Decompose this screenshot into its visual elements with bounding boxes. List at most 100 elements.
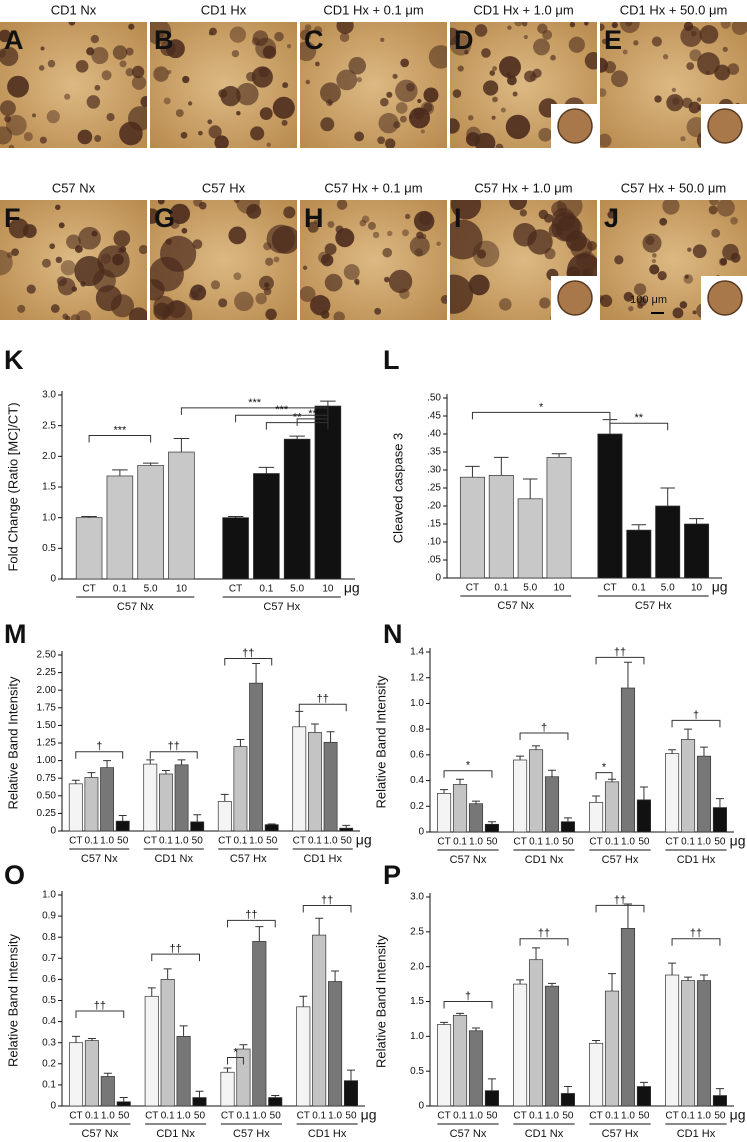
- cell-colony: [307, 221, 319, 233]
- cell-colony: [692, 310, 697, 315]
- cell-colony: [633, 283, 647, 296]
- error-bar: [258, 466, 275, 474]
- micrograph-caption: C57 Hx + 1.0 μm: [474, 180, 572, 195]
- significance-label: ††: [690, 928, 702, 940]
- bar: [115, 820, 130, 832]
- bar: [560, 1093, 575, 1107]
- inset-colony: [557, 108, 593, 144]
- cell-colony: [251, 37, 260, 46]
- error-bar: [563, 1085, 572, 1094]
- error-bar: [699, 746, 709, 757]
- x-tick-label: 0.1: [312, 1111, 326, 1122]
- unit-label: μg: [356, 832, 372, 848]
- cell-colony: [54, 204, 61, 211]
- cell-colony: [150, 208, 160, 224]
- cell-colony: [672, 307, 684, 319]
- error-bar: [193, 814, 202, 822]
- cell-colony: [302, 265, 308, 270]
- error-bar: [271, 1094, 280, 1098]
- x-tick-label: 0.1: [113, 584, 127, 595]
- cell-colony: [281, 119, 288, 126]
- significance-bracket: [227, 919, 276, 928]
- significance-bracket: [296, 418, 329, 426]
- cell-colony: [499, 298, 512, 311]
- cell-colony: [386, 91, 393, 98]
- cell-colony: [300, 29, 311, 41]
- cell-colony: [489, 70, 496, 76]
- cell-colony: [633, 40, 639, 46]
- cell-colony: [339, 32, 350, 43]
- significance-label: ***: [248, 397, 262, 409]
- cell-colony: [377, 136, 385, 145]
- cell-colony: [539, 297, 551, 309]
- significance-bracket: [302, 905, 352, 913]
- significance-bracket: [595, 772, 613, 780]
- error-bar: [87, 772, 96, 778]
- error-bar: [683, 976, 693, 981]
- group-label: C57 Hx: [602, 854, 639, 866]
- significance-bracket: [151, 953, 200, 962]
- y-tick-label: 0.6: [42, 974, 56, 985]
- micrograph-caption: CD1 Nx: [51, 2, 97, 17]
- error-bar: [326, 731, 335, 743]
- cell-colony: [112, 253, 124, 266]
- cell-colony: [32, 113, 37, 118]
- bar: [292, 726, 307, 832]
- cell-colony: [611, 70, 628, 88]
- cell-colony: [0, 48, 7, 58]
- cell-colony: [380, 97, 389, 107]
- y-tick-label: 1.00: [37, 755, 57, 766]
- cell-colony: [167, 70, 172, 75]
- cell-colony: [413, 210, 435, 232]
- cell-colony: [683, 274, 694, 284]
- cell-colony: [705, 70, 710, 75]
- cell-colony: [450, 274, 474, 314]
- inset-colony: [707, 108, 743, 144]
- cell-colony: [313, 26, 323, 35]
- cell-colony: [162, 300, 193, 320]
- x-tick-label: 1.0: [328, 1111, 342, 1122]
- x-tick-label: 1.0: [545, 837, 559, 848]
- cell-colony: [384, 138, 396, 148]
- error-bar: [551, 453, 567, 458]
- cell-colony: [399, 115, 407, 123]
- significance-bracket: [519, 938, 569, 946]
- cell-colony: [731, 22, 747, 36]
- cell-colony: [684, 274, 689, 279]
- cell-colony: [246, 71, 256, 82]
- bar: [168, 451, 195, 580]
- error-bar: [563, 817, 572, 822]
- cell-colony: [718, 257, 728, 267]
- cell-colony: [150, 256, 184, 292]
- cell-colony: [538, 127, 553, 142]
- significance-bracket: [595, 904, 645, 913]
- bar: [159, 773, 173, 832]
- error-bar: [239, 1044, 248, 1050]
- cell-colony: [614, 255, 624, 265]
- bar: [176, 1036, 191, 1107]
- micrograph-caption: C57 Hx + 0.1 μm: [324, 180, 422, 195]
- cell-colony: [0, 29, 12, 43]
- cell-colony: [492, 66, 497, 71]
- error-bar: [471, 800, 481, 804]
- significance-bracket: [298, 703, 347, 712]
- significance-bracket: [595, 656, 645, 665]
- bar: [604, 990, 620, 1107]
- bar: [655, 505, 681, 579]
- cell-colony: [66, 234, 81, 250]
- bar: [328, 981, 343, 1107]
- cell-colony: [474, 132, 496, 148]
- x-tick-label: 0.1: [494, 583, 508, 594]
- x-tick-label: 1.0: [101, 1111, 115, 1122]
- bar: [253, 473, 280, 580]
- panel-letter: F: [4, 203, 21, 233]
- cell-colony: [420, 101, 435, 115]
- cell-colony: [584, 52, 597, 70]
- cell-colony: [228, 226, 247, 245]
- cell-colony: [730, 217, 738, 225]
- error-bar: [531, 947, 541, 960]
- error-bar: [72, 1035, 81, 1043]
- panel-letter: P: [383, 860, 401, 890]
- x-tick-label: 0.1: [605, 1111, 619, 1122]
- y-tick-label: 1.0: [410, 1031, 424, 1042]
